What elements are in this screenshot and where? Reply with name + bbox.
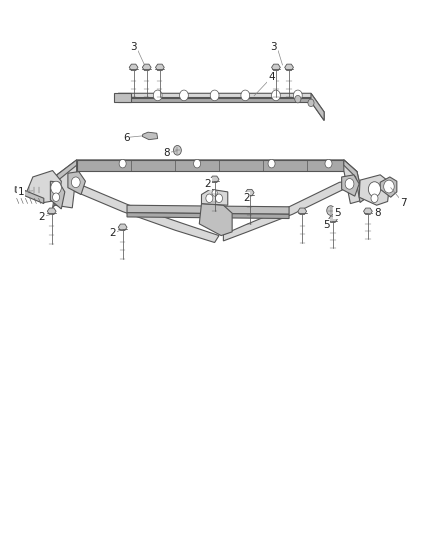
Polygon shape [118, 98, 311, 102]
Polygon shape [15, 187, 44, 204]
Circle shape [308, 99, 314, 107]
Text: 4: 4 [268, 72, 275, 82]
Polygon shape [199, 204, 232, 236]
Polygon shape [328, 216, 337, 222]
Polygon shape [298, 208, 307, 214]
Polygon shape [364, 208, 372, 214]
Polygon shape [118, 98, 324, 120]
Polygon shape [50, 181, 65, 209]
Text: 3: 3 [270, 42, 277, 52]
Polygon shape [201, 189, 228, 205]
Text: 2: 2 [243, 193, 250, 203]
Text: 1: 1 [18, 187, 25, 197]
Circle shape [206, 194, 213, 203]
Circle shape [325, 159, 332, 168]
Polygon shape [118, 93, 324, 116]
Circle shape [180, 90, 188, 101]
Polygon shape [155, 64, 164, 70]
Polygon shape [127, 205, 289, 214]
Circle shape [71, 177, 80, 188]
Circle shape [212, 190, 217, 196]
Polygon shape [118, 224, 127, 230]
Polygon shape [127, 213, 289, 219]
Circle shape [51, 181, 61, 194]
Circle shape [327, 206, 335, 215]
Polygon shape [311, 93, 324, 120]
Polygon shape [142, 132, 158, 140]
Circle shape [241, 90, 250, 101]
Circle shape [210, 90, 219, 101]
Polygon shape [342, 175, 359, 196]
Circle shape [345, 179, 354, 189]
Polygon shape [55, 160, 77, 208]
Polygon shape [47, 208, 56, 214]
Text: 5: 5 [323, 220, 330, 230]
Circle shape [272, 90, 280, 101]
Polygon shape [210, 176, 219, 182]
Circle shape [153, 90, 162, 101]
Polygon shape [68, 172, 85, 195]
Polygon shape [344, 160, 364, 203]
Circle shape [368, 182, 381, 197]
Circle shape [215, 194, 223, 203]
Circle shape [119, 159, 126, 168]
Polygon shape [285, 64, 293, 70]
Circle shape [173, 146, 181, 155]
Polygon shape [129, 64, 138, 70]
Text: 8: 8 [374, 208, 381, 218]
Circle shape [268, 159, 275, 168]
Text: 6: 6 [123, 133, 130, 142]
Polygon shape [272, 64, 280, 70]
Polygon shape [77, 165, 357, 182]
Polygon shape [114, 93, 131, 102]
Polygon shape [26, 171, 61, 203]
Polygon shape [53, 179, 219, 243]
Circle shape [295, 95, 301, 103]
Polygon shape [344, 160, 364, 204]
Text: 7: 7 [399, 198, 406, 207]
Circle shape [371, 194, 378, 203]
Circle shape [194, 159, 201, 168]
Text: 8: 8 [163, 148, 170, 158]
Polygon shape [53, 160, 77, 208]
Circle shape [293, 90, 302, 101]
Polygon shape [142, 64, 151, 70]
Polygon shape [223, 181, 356, 241]
Text: 2: 2 [38, 212, 45, 222]
Polygon shape [359, 175, 390, 205]
Polygon shape [380, 177, 397, 197]
Circle shape [53, 193, 60, 201]
Text: 5: 5 [334, 208, 341, 218]
Text: 3: 3 [130, 42, 137, 52]
Polygon shape [77, 160, 344, 171]
Circle shape [384, 180, 394, 193]
Polygon shape [77, 160, 357, 177]
Text: 2: 2 [205, 179, 212, 189]
Text: 2: 2 [110, 229, 117, 238]
Polygon shape [245, 189, 254, 196]
